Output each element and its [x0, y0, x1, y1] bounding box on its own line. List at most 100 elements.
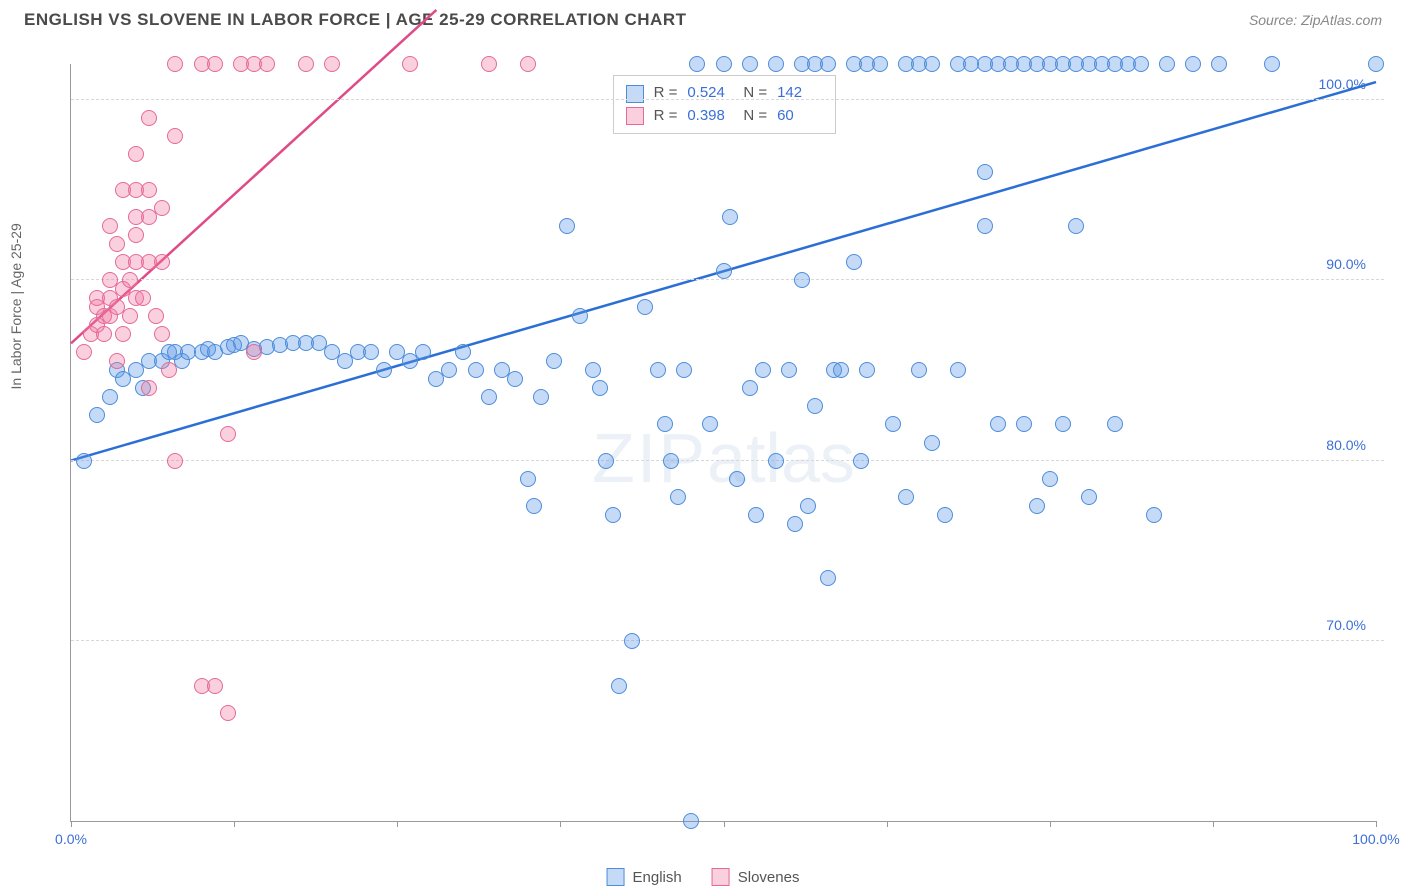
data-point [592, 380, 608, 396]
data-point [167, 453, 183, 469]
legend-swatch [626, 107, 644, 125]
data-point [781, 362, 797, 378]
x-tick-label: 100.0% [1352, 831, 1399, 847]
data-point [167, 128, 183, 144]
y-tick-label: 80.0% [1326, 437, 1366, 453]
data-point [768, 453, 784, 469]
y-tick-label: 70.0% [1326, 617, 1366, 633]
data-point [885, 416, 901, 432]
data-point [722, 209, 738, 225]
data-point [246, 344, 262, 360]
chart-title: ENGLISH VS SLOVENE IN LABOR FORCE | AGE … [24, 10, 686, 30]
legend-swatch [712, 868, 730, 886]
data-point [161, 362, 177, 378]
data-point [1081, 489, 1097, 505]
data-point [128, 146, 144, 162]
plot-area: ZIPatlas R =0.524N =142R =0.398N =60 70.… [70, 64, 1376, 822]
data-point [376, 362, 392, 378]
data-point [820, 570, 836, 586]
data-point [154, 200, 170, 216]
data-point [89, 407, 105, 423]
data-point [572, 308, 588, 324]
data-point [977, 164, 993, 180]
data-point [533, 389, 549, 405]
gridline [71, 460, 1384, 461]
data-point [441, 362, 457, 378]
data-point [585, 362, 601, 378]
data-point [207, 678, 223, 694]
data-point [1211, 56, 1227, 72]
stats-n-value: 142 [777, 82, 823, 105]
data-point [1185, 56, 1201, 72]
data-point [800, 498, 816, 514]
data-point [742, 380, 758, 396]
data-point [141, 182, 157, 198]
chart-container: In Labor Force | Age 25-29 ZIPatlas R =0… [20, 44, 1386, 852]
data-point [1146, 507, 1162, 523]
data-point [109, 236, 125, 252]
data-point [846, 254, 862, 270]
stats-row: R =0.524N =142 [626, 82, 824, 105]
data-point [716, 263, 732, 279]
legend-label: English [633, 869, 682, 886]
data-point [924, 56, 940, 72]
stats-n-label: N = [743, 105, 767, 128]
data-point [990, 416, 1006, 432]
y-tick-label: 100.0% [1319, 76, 1366, 92]
stats-n-label: N = [743, 82, 767, 105]
data-point [1029, 498, 1045, 514]
chart-header: ENGLISH VS SLOVENE IN LABOR FORCE | AGE … [0, 0, 1406, 38]
data-point [676, 362, 692, 378]
data-point [787, 516, 803, 532]
data-point [363, 344, 379, 360]
data-point [794, 272, 810, 288]
data-point [148, 308, 164, 324]
data-point [807, 398, 823, 414]
data-point [207, 56, 223, 72]
data-point [637, 299, 653, 315]
data-point [605, 507, 621, 523]
stats-r-value: 0.524 [687, 82, 733, 105]
data-point [650, 362, 666, 378]
data-point [1016, 416, 1032, 432]
data-point [259, 56, 275, 72]
data-point [924, 435, 940, 451]
data-point [128, 227, 144, 243]
data-point [128, 209, 144, 225]
data-point [742, 56, 758, 72]
data-point [820, 56, 836, 72]
data-point [950, 362, 966, 378]
data-point [122, 308, 138, 324]
data-point [716, 56, 732, 72]
data-point [872, 56, 888, 72]
y-axis-label: In Labor Force | Age 25-29 [8, 223, 24, 389]
data-point [141, 380, 157, 396]
gridline [71, 99, 1384, 100]
x-tick [724, 821, 725, 827]
stats-r-value: 0.398 [687, 105, 733, 128]
data-point [402, 56, 418, 72]
data-point [1068, 218, 1084, 234]
data-point [109, 353, 125, 369]
data-point [729, 471, 745, 487]
data-point [859, 362, 875, 378]
data-point [468, 362, 484, 378]
legend-item: Slovenes [712, 868, 800, 886]
data-point [853, 453, 869, 469]
stats-n-value: 60 [777, 105, 823, 128]
gridline [71, 279, 1384, 280]
data-point [559, 218, 575, 234]
data-point [689, 56, 705, 72]
data-point [76, 344, 92, 360]
data-point [683, 813, 699, 829]
data-point [96, 326, 112, 342]
x-tick-label: 0.0% [55, 831, 87, 847]
data-point [220, 705, 236, 721]
x-tick [560, 821, 561, 827]
data-point [1264, 56, 1280, 72]
data-point [1368, 56, 1384, 72]
data-point [298, 56, 314, 72]
legend-item: English [607, 868, 682, 886]
gridline [71, 640, 1384, 641]
data-point [415, 344, 431, 360]
